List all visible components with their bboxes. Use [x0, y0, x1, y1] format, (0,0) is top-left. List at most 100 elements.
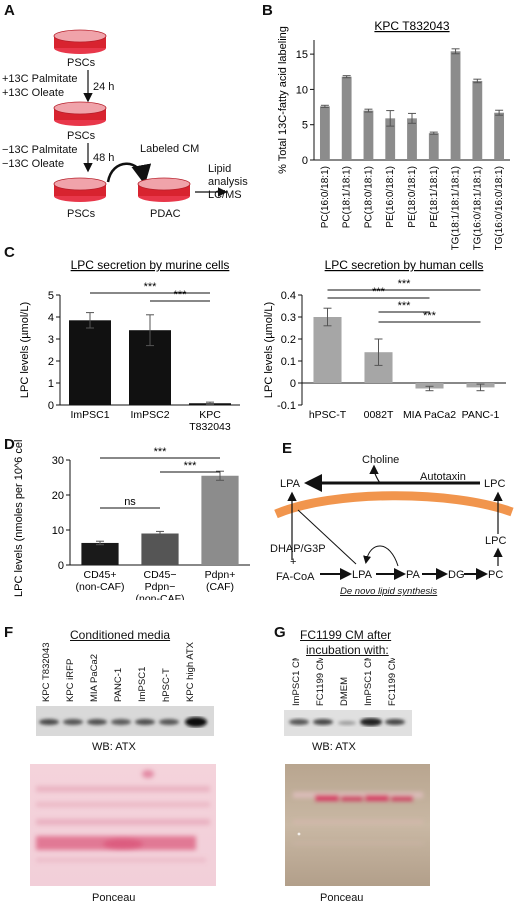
- pscs-dish-label: PSCs: [67, 208, 96, 220]
- petri-dish-top: [53, 29, 107, 54]
- panel-a-diagram: PSCs +13C Palmitate +13C Oleate 24 h PSC…: [2, 29, 250, 220]
- bar: [428, 133, 439, 160]
- x-tick-label: PC(18:1/18:1): [342, 166, 353, 228]
- panel-g-title-line-1: FC1199 CM after: [300, 628, 392, 642]
- pc-label: PC: [488, 569, 503, 581]
- plus-sign: +: [290, 556, 296, 568]
- panel-label-a: A: [4, 2, 15, 19]
- x-tick-label: PE(18:1/18:1): [429, 166, 440, 228]
- bar: [415, 383, 444, 389]
- panel-g-wb-label: WB: ATX: [312, 741, 356, 753]
- lane-label: FC1199 CM: [315, 658, 326, 706]
- bar: [69, 320, 111, 405]
- significance-label: ***: [423, 310, 437, 322]
- y-tick-label: 0.3: [281, 312, 296, 324]
- lane-label: FC1199 CM: [387, 658, 398, 706]
- pa-label: PA: [406, 569, 421, 581]
- lane-label: PANC-1: [113, 668, 124, 702]
- lpc-mid-label: LPC: [485, 535, 506, 547]
- lane-label: KPC iRFP: [65, 659, 76, 702]
- x-tick-label: PC(16:0/18:1): [320, 166, 331, 228]
- chart-title: LPC secretion by human cells: [325, 258, 484, 272]
- facoa-label: FA-CoA: [276, 571, 315, 583]
- x-tick-label: TG(16:0/16:0/18:1): [494, 166, 505, 250]
- bar: [141, 533, 179, 565]
- x-tick-label: MIA PaCa2: [403, 409, 456, 421]
- x-tick-label: PE(18:0/18:1): [407, 166, 418, 228]
- y-tick-label: 5: [302, 120, 308, 132]
- y-tick-label: 3: [48, 334, 54, 346]
- y-tick-label: 1: [48, 378, 54, 390]
- cell-membrane: [274, 491, 514, 519]
- de-novo-caption: De novo lipid synthesis: [340, 586, 437, 597]
- lane-label: ImPSC1 CM: [363, 658, 374, 706]
- chart-d-svg: 0 10 20 30 LPC levels (nmoles per 10^6 cells…: [13, 440, 250, 600]
- bar: [341, 76, 352, 160]
- significance-label: ***: [372, 286, 386, 298]
- bar: [472, 80, 483, 160]
- x-tick-label: CD45−: [144, 569, 177, 581]
- bar: [81, 542, 119, 565]
- remove-palmitate: −13C Palmitate: [2, 144, 78, 156]
- lane-label: ImPSC1 CM: [291, 658, 302, 706]
- y-tick-label: 0.2: [281, 334, 296, 346]
- autotaxin-label: Autotaxin: [420, 471, 466, 483]
- bar: [201, 475, 239, 565]
- y-tick-label: 4: [48, 312, 54, 324]
- analysis-line-1: Lipid: [208, 163, 231, 175]
- y-tick-label: 0.1: [281, 356, 296, 368]
- x-tick-label: ImPSC2: [130, 409, 169, 421]
- lpa-link-line: [297, 509, 357, 565]
- petri-dish-pscs: [53, 177, 107, 202]
- dg-label: DG: [448, 569, 465, 581]
- panel-g-lane-labels: ImPSC1 CM FC1199 CM DMEM ImPSC1 CM FC119…: [291, 658, 398, 706]
- panel-g-ponceau-label: Ponceau: [320, 892, 364, 904]
- x-tick-label: PANC-1: [462, 409, 500, 421]
- y-tick-label: 10: [296, 84, 308, 96]
- y-axis-label: % Total 13C-fatty acid labeling: [277, 26, 289, 174]
- lane-label: hPSC-T: [161, 668, 172, 702]
- y-tick-label: 0: [290, 378, 296, 390]
- y-tick-label: 30: [52, 455, 64, 467]
- lpa-label: LPA: [352, 569, 373, 581]
- lpa-top-label: LPA: [280, 478, 301, 490]
- bar: [363, 110, 374, 160]
- x-tick-label: PE(16:0/18:1): [385, 166, 396, 228]
- western-blot-f: [36, 706, 214, 736]
- x-tick-label: CD45+: [84, 569, 117, 581]
- y-tick-label: 15: [296, 49, 308, 61]
- analysis-line-2: analysis by: [208, 176, 250, 188]
- significance-label: ***: [398, 278, 412, 290]
- x-tick-label: (non-CAF): [135, 593, 184, 600]
- dhap-label: DHAP/G3P: [270, 543, 326, 555]
- panel-f-title: Conditioned media: [70, 628, 171, 642]
- y-axis-label: LPC levels (µmol/L): [19, 302, 31, 398]
- bar: [313, 317, 342, 383]
- x-tick-label: (non-CAF): [75, 581, 124, 593]
- panel-g-title-line-2: incubation with:: [306, 643, 389, 657]
- lane-label: DMEM: [339, 677, 350, 706]
- panel-f-wb-label: WB: ATX: [92, 741, 136, 753]
- chart-c-murine-svg: LPC secretion by murine cells 0 1 2 3 4 5 LPC l…: [19, 258, 240, 433]
- ponceau-stain-f: [30, 764, 216, 886]
- significance-label: ***: [184, 460, 198, 472]
- y-axis-label: LPC levels (µmol/L): [263, 302, 275, 398]
- y-tick-label: 5: [48, 290, 54, 302]
- y-axis-label: LPC levels (nmoles per 10^6 cells): [13, 440, 25, 597]
- time-48h: 48 h: [93, 152, 114, 164]
- add-oleate: +13C Oleate: [2, 87, 64, 99]
- x-tick-label: Pdpn−: [145, 581, 176, 593]
- x-tick-label: (CAF): [206, 581, 234, 593]
- mid-dish-label: PSCs: [67, 130, 96, 142]
- choline-label: Choline: [362, 454, 399, 466]
- lpc-top-label: LPC: [484, 478, 505, 490]
- x-tick-label: ImPSC1: [70, 409, 109, 421]
- y-tick-label: 0: [48, 400, 54, 412]
- x-tick-label: 0082T: [364, 409, 394, 421]
- lpa-recycle-arc: [363, 545, 399, 567]
- x-tick-label: KPC: [199, 409, 221, 421]
- petri-dish-middle: [53, 101, 107, 126]
- remove-oleate: −13C Oleate: [2, 158, 64, 170]
- choline-release-arrow: [369, 464, 381, 484]
- x-tick-label: hPSC-T: [309, 409, 347, 421]
